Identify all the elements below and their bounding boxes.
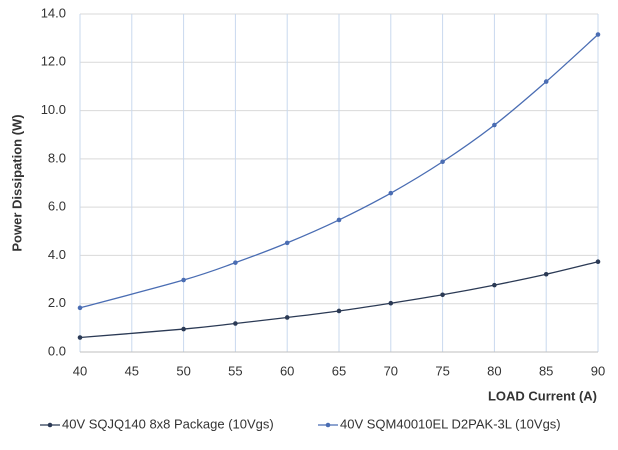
data-point: [388, 300, 394, 306]
data-point: [595, 32, 601, 37]
data-point: [233, 260, 238, 265]
x-tick-label: 75: [435, 363, 449, 378]
data-point: [595, 259, 601, 265]
x-tick-label: 50: [176, 363, 190, 378]
y-tick-label: 4.0: [48, 247, 66, 262]
x-axis-label: LOAD Current (A): [488, 388, 597, 403]
data-point: [440, 292, 445, 298]
data-point: [440, 159, 445, 165]
x-tick-label: 85: [539, 363, 553, 378]
x-tick-label: 55: [228, 363, 242, 378]
legend-marker: [47, 422, 53, 428]
data-point: [543, 271, 549, 277]
data-point: [284, 240, 290, 246]
data-point: [181, 326, 186, 332]
x-tick-label: 45: [125, 363, 139, 378]
data-point: [388, 190, 394, 196]
x-tick-label: 80: [487, 363, 501, 378]
x-tick-label: 40: [73, 363, 87, 378]
x-tick-label: 70: [384, 363, 398, 378]
x-tick-label: 90: [591, 363, 605, 378]
y-tick-label: 10.0: [41, 102, 66, 117]
data-point: [336, 217, 342, 223]
series-line: [79, 34, 599, 309]
data-point: [284, 315, 290, 320]
data-point: [233, 321, 238, 326]
data-point: [336, 308, 342, 314]
data-point: [181, 277, 186, 283]
data-point: [77, 335, 83, 340]
series-line: [79, 261, 599, 339]
y-axis-label: Power Dissipation (W): [9, 114, 24, 251]
y-tick-label: 14.0: [41, 5, 66, 20]
data-point: [77, 305, 83, 311]
x-tick-label: 60: [280, 363, 294, 378]
y-tick-label: 8.0: [48, 150, 66, 165]
y-tick-label: 6.0: [48, 199, 66, 214]
data-point: [492, 122, 497, 128]
legend-label: 40V SQJQ140 8x8 Package (10Vgs): [62, 416, 274, 431]
x-tick-label: 65: [332, 363, 346, 378]
data-point: [492, 282, 497, 288]
legend-marker: [325, 422, 331, 428]
y-tick-label: 0.0: [48, 343, 66, 358]
data-point: [543, 79, 549, 84]
legend-label: 40V SQM40010EL D2PAK-3L (10Vgs): [340, 416, 561, 431]
y-tick-label: 12.0: [41, 54, 66, 69]
y-tick-label: 2.0: [48, 295, 66, 310]
